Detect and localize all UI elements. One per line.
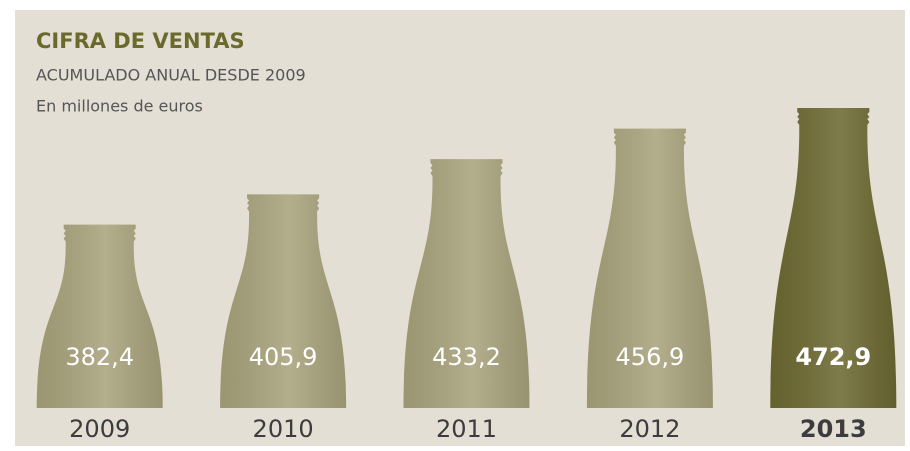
bottle-shine (220, 194, 347, 408)
value-label: 472,9 (795, 343, 871, 371)
bottle-shine (36, 224, 163, 408)
x-tick-label: 2013 (800, 415, 867, 443)
bottle-shine (770, 108, 897, 408)
value-label: 382,4 (65, 343, 134, 371)
x-tick-label: 2012 (619, 415, 680, 443)
unit-note: En millones de euros (36, 97, 203, 116)
x-tick-label: 2009 (69, 415, 130, 443)
bottle-shine (586, 128, 713, 408)
chart-subtitle: ACUMULADO ANUAL DESDE 2009 (36, 66, 306, 85)
chart-title: CIFRA DE VENTAS (36, 29, 245, 53)
value-label: 433,2 (432, 343, 501, 371)
x-tick-label: 2010 (253, 415, 314, 443)
bottle-shine (403, 159, 530, 408)
value-label: 456,9 (616, 343, 685, 371)
x-tick-label: 2011 (436, 415, 497, 443)
value-label: 405,9 (249, 343, 318, 371)
